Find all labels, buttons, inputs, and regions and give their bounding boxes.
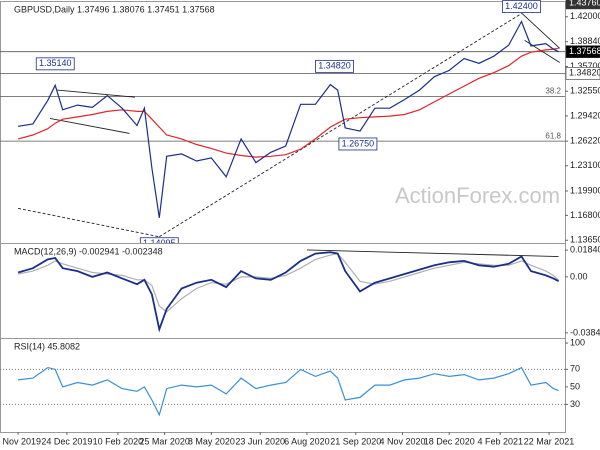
y-tick-label: 70 (570, 364, 580, 374)
series-line (17, 252, 560, 313)
series-line (18, 20, 559, 218)
y-tick-label: 1.29420 (570, 110, 600, 120)
trendline (17, 207, 160, 238)
x-tick-label: 8 Nov 2019 (0, 436, 41, 446)
axis-marker (565, 45, 600, 59)
y-tick-label: 100 (570, 337, 585, 347)
trendline (49, 118, 130, 134)
axis-marker-label: 1.43760 (569, 0, 600, 7)
series-line (17, 47, 559, 158)
x-tick-label: 8 May 2020 (188, 436, 235, 446)
axis-marker-label: 1.34820 (569, 68, 600, 78)
y-tick-label: 0.018403 (570, 244, 600, 254)
x-tick-label: 10 Feb 2020 (93, 436, 144, 446)
x-tick-label: 24 Dec 2019 (41, 436, 92, 446)
panel-frame (0, 338, 566, 433)
x-tick-label: 6 Aug 2020 (284, 436, 330, 446)
annotation-box (35, 57, 75, 71)
x-tick-label: 4 Feb 2021 (477, 436, 523, 446)
trendline (57, 89, 135, 98)
annotation-box (502, 0, 541, 14)
y-tick-label: 1.23100 (570, 160, 600, 170)
series-line (17, 251, 560, 333)
panel-title: MACD(12,26,9) -0.002941 -0.002348 (14, 246, 163, 256)
y-tick-label: 50 (570, 381, 580, 391)
y-tick-label: -0.038483 (570, 327, 600, 337)
x-tick-label: 25 Mar 2020 (139, 436, 190, 446)
y-tick-label: 1.35700 (570, 61, 600, 71)
annotation-label: 1.35140 (39, 58, 72, 68)
y-tick-label: 1.26220 (570, 136, 600, 146)
axis-marker (565, 0, 600, 10)
panel-frame (0, 1, 566, 244)
y-tick-label: 1.13650 (570, 235, 600, 245)
annotation-label: 1.34820 (318, 61, 351, 71)
annotation-box (338, 137, 378, 151)
y-tick-label: 1.16800 (570, 210, 600, 220)
annotation-box (315, 59, 354, 73)
annotation-label: 1.26750 (342, 138, 375, 148)
x-tick-label: 22 Mar 2021 (524, 436, 575, 446)
y-tick-label: 1.32550 (570, 86, 600, 96)
y-tick-label: 1.38840 (570, 36, 600, 46)
panel-title: GBPUSD,Daily 1.37496 1.38076 1.37451 1.3… (14, 4, 215, 14)
panel-title: RSI(14) 45.8082 (14, 341, 80, 351)
y-tick-label: 1.42000 (570, 11, 600, 21)
trendline (159, 13, 522, 238)
x-tick-label: 23 Jun 2020 (235, 436, 285, 446)
watermark: ActionForex.com (395, 183, 560, 208)
x-tick-label: 18 Dec 2020 (424, 436, 475, 446)
x-tick-label: 21 Sep 2020 (330, 436, 381, 446)
axis-marker-label: 1.37568 (569, 46, 600, 56)
trendline (521, 12, 560, 49)
y-tick-label: 30 (570, 399, 580, 409)
level-label: 61.8 (545, 131, 561, 140)
y-tick-label: 0.00 (570, 271, 588, 281)
level-label: 38.2 (545, 86, 561, 95)
trendline (306, 249, 559, 257)
x-tick-label: 4 Nov 2020 (379, 436, 425, 446)
axis-marker (565, 67, 600, 80)
series-line (18, 366, 559, 417)
annotation-label: 1.42400 (505, 1, 538, 11)
y-tick-label: 1.19900 (570, 185, 600, 195)
panel-frame (0, 243, 566, 339)
